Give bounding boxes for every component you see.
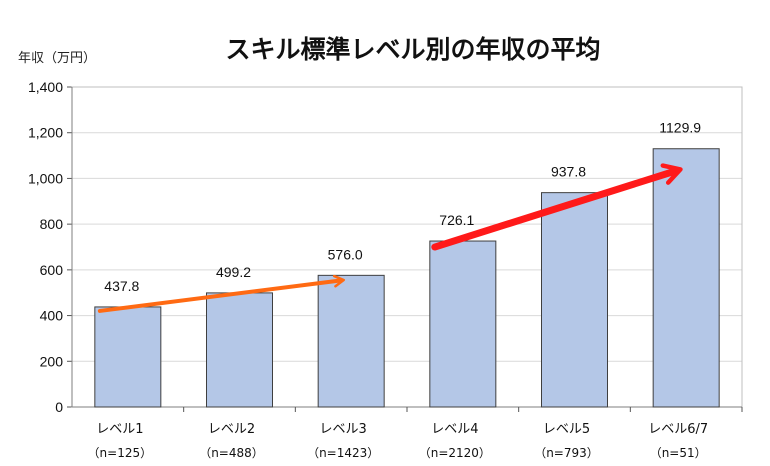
data-label: 576.0: [328, 246, 363, 262]
gridlines: [72, 86, 742, 362]
sample-size-label: （n=793）: [534, 446, 599, 460]
trend-arrow: [431, 163, 683, 251]
y-tick-label: 600: [40, 262, 64, 278]
sample-size-label: （n=2120）: [419, 446, 491, 460]
sample-size-label: （n=1423）: [307, 446, 379, 460]
category-label: レベル5: [543, 422, 590, 437]
plot-frame: [71, 86, 743, 408]
y-tick-label: 1,200: [28, 125, 63, 141]
data-label: 726.1: [439, 212, 474, 228]
bar: [541, 192, 608, 408]
trend-arrows: [97, 163, 683, 313]
y-tick-label: 400: [40, 308, 64, 324]
bar: [317, 274, 385, 408]
data-labels: 437.8 499.2 576.0 726.1 937.8 1129.9: [104, 120, 701, 294]
data-label: 937.8: [551, 164, 586, 180]
data-label: 1129.9: [659, 120, 701, 136]
y-tick-label: 1,400: [28, 79, 63, 95]
sample-size-label: （n=125）: [88, 446, 153, 460]
y-tick-label: 1,000: [28, 170, 63, 186]
bar: [94, 306, 162, 408]
bar: [429, 240, 497, 408]
axes: 0 200 400 600 800 1,000 1,200 1,400 レベル1 （n=125） レ…: [28, 79, 743, 460]
category-label: レベル6/7: [648, 422, 708, 437]
bar: [652, 148, 720, 408]
data-label: 437.8: [104, 278, 139, 294]
sample-size-label: （n=488）: [199, 446, 264, 460]
y-tick-label: 0: [55, 399, 63, 415]
trend-arrow: [97, 274, 345, 313]
sample-size-label: （n=51）: [650, 446, 707, 460]
category-label: レベル4: [431, 422, 478, 437]
bars: [94, 148, 720, 408]
category-label: レベル1: [96, 422, 143, 437]
y-axis-label: 年収（万円）: [18, 51, 96, 66]
y-tick-label: 200: [40, 353, 64, 369]
y-tick-label: 800: [40, 216, 64, 232]
bar: [206, 292, 273, 408]
data-label: 499.2: [216, 264, 251, 280]
category-label: レベル2: [208, 422, 255, 437]
chart-title: スキル標準レベル別の年収の平均: [225, 35, 600, 64]
category-label: レベル3: [320, 422, 367, 437]
